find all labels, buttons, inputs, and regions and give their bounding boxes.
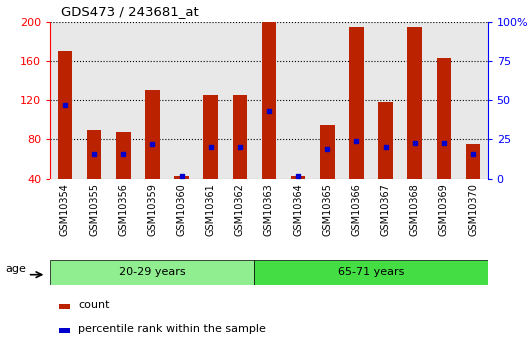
Text: GSM10366: GSM10366 [351,183,361,236]
Bar [233,95,247,179]
Text: GSM10363: GSM10363 [264,183,274,236]
Bar [291,176,305,179]
Bar [320,125,334,179]
Bar [408,27,422,179]
Text: count: count [78,299,110,309]
Bar [204,95,218,179]
Bar [349,27,364,179]
Bar [262,22,276,179]
Bar [254,260,488,285]
Bar [174,176,189,179]
Bar [59,328,69,333]
Bar [116,132,130,179]
Bar [59,304,69,309]
Text: percentile rank within the sample: percentile rank within the sample [78,324,266,334]
Text: GDS473 / 243681_at: GDS473 / 243681_at [61,5,199,18]
Text: GSM10354: GSM10354 [60,183,70,236]
Bar [87,130,101,179]
Text: GSM10362: GSM10362 [235,183,245,236]
Bar [58,51,72,179]
Text: GSM10361: GSM10361 [206,183,216,236]
Text: GSM10365: GSM10365 [322,183,332,236]
Text: GSM10364: GSM10364 [293,183,303,236]
Text: age: age [5,264,26,274]
Text: GSM10356: GSM10356 [118,183,128,236]
Text: GSM10367: GSM10367 [381,183,391,236]
Text: GSM10360: GSM10360 [176,183,187,236]
Bar [50,260,254,285]
Bar [466,144,480,179]
Bar [437,58,451,179]
Text: GSM10359: GSM10359 [147,183,157,236]
Bar [378,102,393,179]
Text: GSM10369: GSM10369 [439,183,449,236]
Text: 20-29 years: 20-29 years [119,267,186,277]
Text: GSM10368: GSM10368 [410,183,420,236]
Text: GSM10370: GSM10370 [468,183,478,236]
Text: 65-71 years: 65-71 years [338,267,404,277]
Bar [145,90,160,179]
Text: GSM10355: GSM10355 [89,183,99,236]
